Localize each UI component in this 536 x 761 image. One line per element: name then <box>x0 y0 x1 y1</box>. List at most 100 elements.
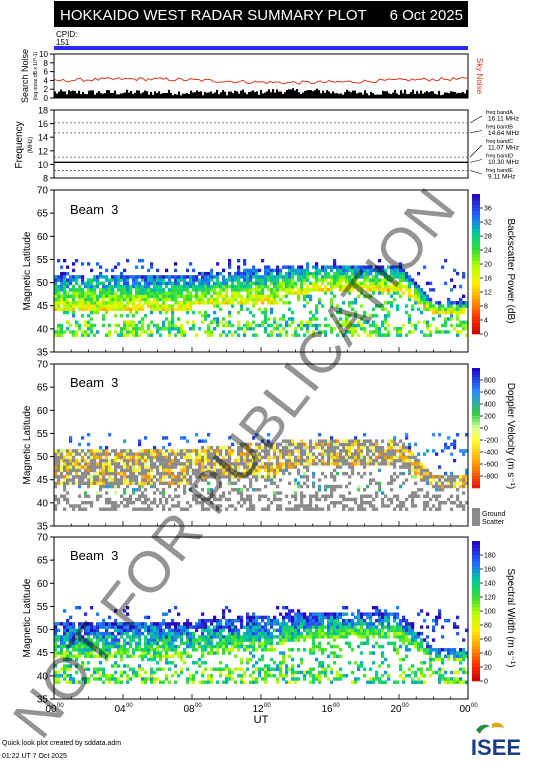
power-cell <box>288 284 292 289</box>
velocity-cell <box>57 449 61 453</box>
width-cell <box>201 674 205 678</box>
velocity-cell <box>57 468 61 473</box>
velocity-cell <box>114 475 118 479</box>
width-cell <box>282 677 286 681</box>
velocity-cell <box>144 458 148 463</box>
velocity-cell <box>312 458 316 463</box>
velocity-cell <box>216 497 220 502</box>
velocity-cell <box>357 439 361 443</box>
velocity-cell <box>288 471 292 476</box>
power-cell <box>261 284 265 289</box>
power-cell <box>273 268 277 273</box>
power-cell <box>429 333 433 337</box>
power-cell <box>231 281 235 286</box>
width-cell <box>72 641 76 646</box>
search-noise-bar <box>402 93 405 98</box>
search-noise-bar <box>362 94 365 98</box>
width-cell <box>57 644 61 649</box>
power-cell <box>207 333 211 337</box>
velocity-cell <box>138 462 142 466</box>
velocity-cell <box>102 471 106 476</box>
velocity-cell <box>363 455 367 460</box>
velocity-cell <box>159 462 163 466</box>
width-cell <box>132 631 136 636</box>
power-cell <box>453 310 457 315</box>
power-cell <box>246 268 250 273</box>
power-cell <box>393 297 397 302</box>
width-cell <box>138 674 142 678</box>
width-cell <box>261 667 265 671</box>
width-cell <box>69 667 73 671</box>
velocity-colorbar-segment <box>472 434 480 438</box>
power-cell <box>60 275 64 279</box>
width-cell <box>162 638 166 642</box>
velocity-cell <box>63 481 67 486</box>
power-cell <box>237 288 241 292</box>
power-cell <box>414 327 418 331</box>
velocity-cell <box>171 468 175 473</box>
width-cell <box>159 644 163 649</box>
velocity-cell <box>345 504 349 508</box>
width-cell <box>195 661 199 665</box>
power-cell <box>450 307 454 312</box>
width-cell <box>120 628 124 633</box>
velocity-cell <box>198 501 202 505</box>
velocity-cell <box>330 439 334 443</box>
velocity-cell <box>90 458 94 463</box>
width-cell <box>66 674 70 678</box>
width-cell <box>318 680 322 684</box>
velocity-cell <box>276 458 280 463</box>
velocity-cell <box>123 471 127 476</box>
power-cell <box>129 310 133 315</box>
velocity-cell <box>444 471 448 476</box>
velocity-cell <box>282 445 286 450</box>
velocity-cell <box>189 504 193 508</box>
width-cell <box>159 651 163 655</box>
power-cell <box>387 275 391 279</box>
power-cell <box>261 291 265 295</box>
power-cell <box>384 301 388 305</box>
velocity-cell <box>225 458 229 463</box>
velocity-cell <box>207 452 211 456</box>
velocity-cell <box>228 504 232 508</box>
velocity-cell <box>288 452 292 456</box>
velocity-cell <box>453 445 457 450</box>
power-cell <box>222 301 226 305</box>
velocity-cell <box>81 455 85 460</box>
velocity-cell <box>150 478 154 482</box>
search-noise-bar <box>278 91 281 98</box>
width-cell <box>282 635 286 639</box>
velocity-cell <box>372 458 376 463</box>
width-cell <box>216 625 220 629</box>
velocity-cell <box>240 452 244 456</box>
velocity-cell <box>315 439 319 443</box>
width-cell <box>267 631 271 636</box>
velocity-cell <box>288 481 292 486</box>
width-cell <box>288 628 292 633</box>
power-cell <box>432 307 436 312</box>
velocity-cell <box>132 471 136 476</box>
velocity-cell <box>129 475 133 479</box>
width-cell <box>270 648 274 652</box>
velocity-cell <box>369 442 373 447</box>
width-cell <box>69 674 73 678</box>
velocity-cell <box>87 452 91 456</box>
width-cell <box>99 667 103 671</box>
velocity-cell <box>285 442 289 447</box>
power-cell <box>372 281 376 286</box>
power-cell <box>108 330 112 334</box>
velocity-cell <box>138 471 142 476</box>
velocity-cell <box>114 452 118 456</box>
velocity-cell <box>213 471 217 476</box>
velocity-cell <box>393 436 397 440</box>
velocity-colorbar-segment <box>472 416 480 420</box>
power-cell <box>210 297 214 302</box>
width-cell <box>249 618 253 623</box>
power-cell <box>144 297 148 302</box>
width-cell <box>126 674 130 678</box>
power-cell <box>81 301 85 305</box>
power-cell <box>369 278 373 282</box>
velocity-cell <box>69 465 73 469</box>
width-cell <box>165 638 169 642</box>
width-cell <box>285 628 289 633</box>
